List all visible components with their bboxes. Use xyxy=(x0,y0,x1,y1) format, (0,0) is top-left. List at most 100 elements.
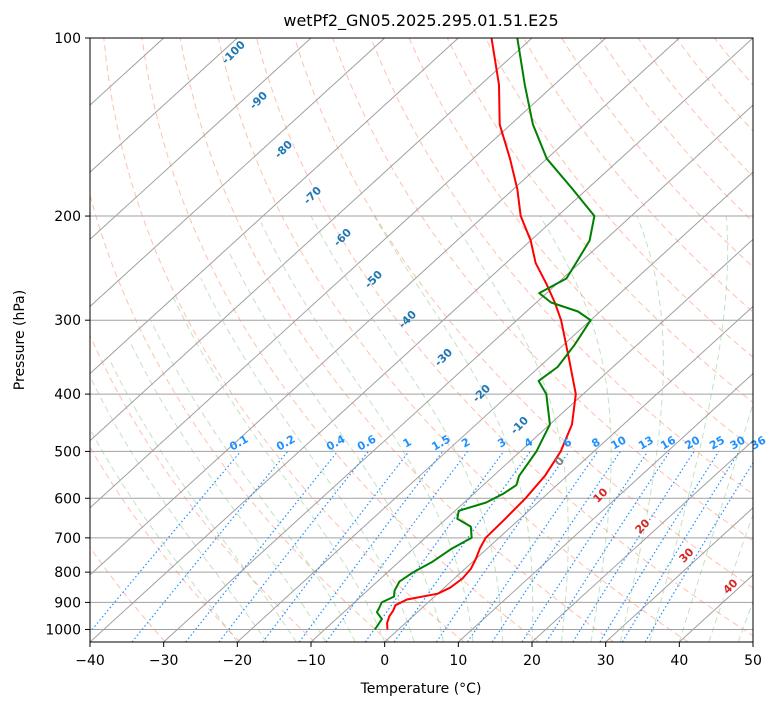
mixing-ratio-label: 0.4 xyxy=(324,432,348,453)
mixing-ratio-label: 0.6 xyxy=(355,432,379,453)
moist-adiabat-line xyxy=(90,377,268,642)
dry-adiabat-label: -50 xyxy=(362,268,385,291)
y-tick-label: 700 xyxy=(54,531,81,547)
y-tick-label: 100 xyxy=(54,31,81,47)
moist-adiabat-line xyxy=(173,297,386,642)
dry-adiabat-label: -70 xyxy=(301,184,324,207)
moist-adiabat-line xyxy=(90,428,238,642)
dry-adiabat-label: -30 xyxy=(432,346,455,369)
isotherm-line xyxy=(457,372,753,642)
dry-adiabat-line xyxy=(561,38,753,268)
isotherm-line xyxy=(384,305,753,642)
dry-adiabat-line xyxy=(523,38,753,313)
mixing-ratio-line xyxy=(572,451,695,642)
mixing-ratio-line xyxy=(393,451,531,642)
moist-adiabat-label: 10 xyxy=(591,485,611,505)
isotherm-line xyxy=(531,439,753,642)
x-tick-label: 50 xyxy=(744,653,762,669)
y-tick-label: 900 xyxy=(54,595,81,611)
x-tick-label: −10 xyxy=(296,653,326,669)
mixing-ratio-label: 25 xyxy=(707,433,727,452)
dry-adiabat-label: -60 xyxy=(331,226,354,249)
x-tick-label: −40 xyxy=(75,653,105,669)
background-lines xyxy=(90,38,753,642)
dry-adiabat-line xyxy=(141,38,540,642)
dry-adiabat-line xyxy=(256,38,753,637)
mixing-ratio-line xyxy=(298,451,444,642)
dry-adiabat-label: -40 xyxy=(396,308,419,331)
dry-adiabat-label: -10 xyxy=(508,414,531,437)
moist-adiabat-label: 30 xyxy=(677,545,697,565)
dry-adiabat-line xyxy=(90,546,166,642)
isotherm-line xyxy=(90,38,238,173)
y-tick-label: 800 xyxy=(54,565,81,581)
dry-adiabat-line xyxy=(637,38,753,178)
x-tick-label: −20 xyxy=(223,653,253,669)
moist-adiabat-line xyxy=(310,215,503,642)
x-tick-label: 0 xyxy=(380,653,389,669)
moist-adiabat-line xyxy=(129,340,327,642)
dry-adiabat-line xyxy=(90,446,241,642)
x-tick-label: 10 xyxy=(449,653,467,669)
y-axis-label: Pressure (hPa) xyxy=(12,290,28,390)
x-tick-label: −30 xyxy=(149,653,179,669)
x-axis-label: Temperature (°C) xyxy=(360,681,482,697)
moist-adiabat-line xyxy=(150,319,356,642)
mixing-ratio-line xyxy=(262,451,410,642)
isotherm-line xyxy=(90,38,386,308)
moist-adiabat-line xyxy=(373,215,534,642)
moist-adiabat-line xyxy=(708,513,753,642)
mixing-ratio-label: 16 xyxy=(658,433,678,452)
mixing-ratio-line xyxy=(90,451,242,633)
moist-adiabat-label: 40 xyxy=(721,576,741,596)
dewpoint-profile-line xyxy=(374,38,596,631)
mixing-ratio-line xyxy=(621,451,740,642)
isotherm-line xyxy=(90,38,533,442)
dry-adiabat-line xyxy=(90,193,390,642)
isotherm-line xyxy=(90,38,607,509)
mixing-ratio-line xyxy=(644,461,753,642)
mixing-ratio-line xyxy=(491,451,621,642)
isotherm-line xyxy=(90,38,312,241)
dry-adiabat-line xyxy=(90,334,316,642)
mixing-ratio-label: 1.5 xyxy=(429,432,452,453)
dry-adiabat-line xyxy=(484,38,753,358)
dry-adiabat-line xyxy=(103,38,465,642)
mixing-ratio-label: 30 xyxy=(728,433,748,452)
dry-adiabat-line xyxy=(179,38,614,642)
y-tick-label: 600 xyxy=(54,491,81,507)
dry-adiabat-line xyxy=(370,38,753,495)
dry-adiabat-line xyxy=(217,38,689,642)
dry-adiabat-line xyxy=(446,38,753,404)
mixing-ratio-line xyxy=(325,451,468,642)
mixing-ratio-line xyxy=(599,451,720,642)
mixing-ratio-line xyxy=(466,451,599,642)
mixing-ratio-label: 1 xyxy=(401,435,414,450)
dry-adiabat-line xyxy=(714,38,753,86)
x-tick-label: 40 xyxy=(670,653,688,669)
mixing-ratio-line xyxy=(185,451,339,642)
dry-adiabat-line xyxy=(294,38,753,589)
mixing-ratio-line xyxy=(364,451,505,642)
mixing-ratio-label: 0.2 xyxy=(274,432,297,453)
mixing-ratio-line xyxy=(131,451,289,642)
mixing-ratio-line xyxy=(435,451,570,642)
dry-adiabat-label: -20 xyxy=(470,382,493,405)
mixing-ratio-line xyxy=(545,451,671,642)
mixing-ratio-label: 8 xyxy=(589,435,602,450)
mixing-ratio-label: 10 xyxy=(609,433,629,452)
plot-frame xyxy=(89,37,754,643)
temperature-profile-line xyxy=(386,38,577,630)
y-tick-label: 300 xyxy=(54,313,81,329)
dry-adiabat-label: -80 xyxy=(272,138,295,161)
moist-adiabat-line xyxy=(539,215,612,642)
isotherm-line xyxy=(163,104,753,642)
dry-adiabat-line xyxy=(752,38,753,40)
isotherm-line xyxy=(90,38,680,576)
mixing-ratio-label: 13 xyxy=(636,434,656,453)
mixing-ratio-label: 0.1 xyxy=(227,432,250,453)
dry-adiabat-line xyxy=(408,38,753,449)
isotherm-line xyxy=(236,171,753,642)
x-tick-label: 20 xyxy=(523,653,541,669)
